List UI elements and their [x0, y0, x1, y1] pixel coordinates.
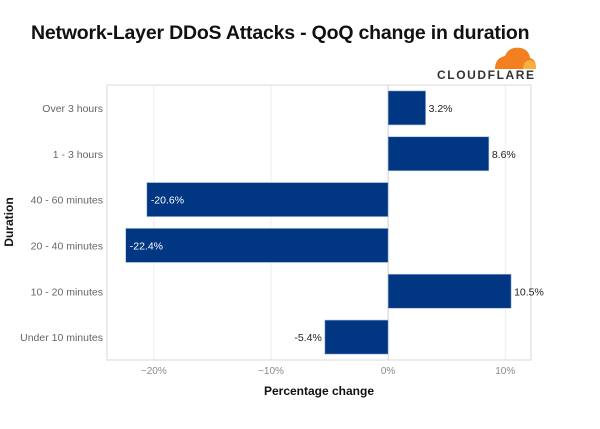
chart-title: Network-Layer DDoS Attacks - QoQ change …: [31, 22, 530, 44]
cloudflare-logo: CLOUDFLARE: [437, 44, 537, 84]
data-label: -22.4%: [130, 240, 163, 252]
category-label: 10 - 20 minutes: [31, 286, 103, 298]
bar: [387, 90, 426, 126]
category-label: 1 - 3 hours: [53, 149, 103, 161]
cloud-icon: [495, 47, 536, 69]
data-label: -5.4%: [294, 332, 321, 344]
bar: [387, 273, 512, 309]
category-label: Over 3 hours: [42, 103, 103, 115]
plot-border: [106, 84, 532, 361]
data-label: 10.5%: [514, 286, 544, 298]
bar: [125, 228, 389, 263]
x-tick-label: 10%: [495, 366, 515, 377]
data-label: -20.6%: [151, 195, 184, 207]
x-tick-label: −20%: [141, 366, 167, 377]
x-tick-label: 0%: [381, 366, 396, 377]
x-tick-label: −10%: [258, 366, 284, 377]
y-axis-label: Duration: [2, 197, 16, 246]
logo-text: CLOUDFLARE: [437, 68, 536, 82]
bar: [324, 319, 389, 355]
category-label: Under 10 minutes: [20, 332, 103, 344]
data-label: 3.2%: [429, 103, 453, 115]
x-axis-label: Percentage change: [264, 384, 374, 398]
bar: [387, 136, 490, 172]
bar: [146, 182, 389, 217]
data-label: 8.6%: [492, 149, 516, 161]
category-label: 20 - 40 minutes: [31, 240, 103, 252]
category-label: 40 - 60 minutes: [31, 195, 103, 207]
